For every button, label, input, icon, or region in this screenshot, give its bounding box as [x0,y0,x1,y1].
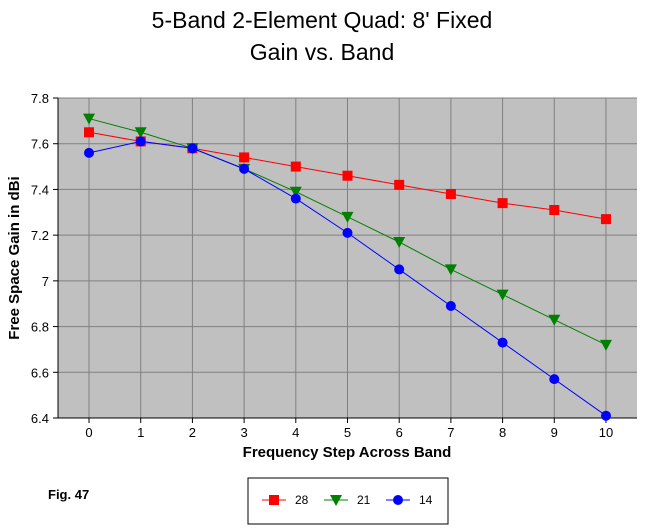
data-point-21 [599,339,612,351]
data-point-28 [445,189,456,199]
y-tick-label: 7.2 [31,228,49,243]
data-point-14 [600,410,611,421]
legend-box [247,477,449,525]
y-tick-label: 6.8 [31,320,49,335]
legend-marker-14 [393,495,403,505]
data-point-21 [341,211,354,223]
data-point-28 [497,198,508,209]
x-tick-label: 1 [137,425,144,440]
figure-label: Fig. 47 [48,487,89,502]
legend-label-21: 21 [357,493,371,507]
y-axis-label: Free Space Gain in dBi [6,176,23,339]
data-point-28 [549,205,560,215]
data-point-28 [600,214,611,225]
data-point-14 [549,374,560,385]
data-point-14 [290,193,301,204]
data-point-28 [342,170,353,181]
data-point-21 [496,289,509,301]
y-tick-label: 6.6 [31,365,49,380]
x-tick-label: 5 [344,425,351,440]
y-tick-label: 7.8 [31,91,49,106]
data-point-21 [289,186,302,198]
data-point-28 [84,127,95,138]
x-tick-label: 2 [189,425,196,440]
data-point-21 [548,314,561,326]
y-tick-label: 7.6 [31,137,49,152]
data-point-21 [83,113,96,125]
x-tick-label: 6 [396,425,403,440]
x-tick-label: 10 [599,425,613,440]
data-point-14 [445,301,456,311]
legend-label-14: 14 [419,493,433,507]
chart-subtitle: Gain vs. Band [250,39,394,65]
data-point-14 [135,136,146,147]
data-point-14 [497,337,508,348]
legend-marker-28 [269,495,279,505]
data-point-14 [187,143,198,154]
data-point-28 [290,161,301,172]
data-point-21 [393,237,406,248]
data-point-21 [444,264,457,276]
x-tick-label: 8 [499,425,506,440]
data-point-28 [394,179,405,190]
legend-marker-21 [330,495,342,506]
legend: 28 21 14 [262,493,433,507]
y-tick-label: 7.4 [31,182,49,197]
data-point-21 [134,127,147,139]
data-point-28 [239,152,250,163]
data-point-14 [394,264,405,275]
series-group [83,113,612,421]
x-tick-label: 7 [447,425,454,440]
legend-label-28: 28 [295,493,309,507]
data-point-14 [84,147,95,158]
x-axis-label: Frequency Step Across Band [243,444,452,461]
axis-ticks: 0 1 2 3 4 5 6 7 8 9 10 6.4 6.6 6.8 7 7.2 7.4 7.6 7.8 [31,91,637,440]
data-point-14 [342,227,353,238]
x-tick-label: 9 [551,425,558,440]
y-tick-label: 6.4 [31,411,49,426]
x-tick-label: 0 [85,425,92,440]
y-tick-label: 7 [42,274,49,289]
chart-title: 5-Band 2-Element Quad: 8' Fixed [152,7,493,33]
x-tick-label: 3 [240,425,247,440]
series-14 [84,136,611,421]
x-tick-label: 4 [292,425,299,440]
data-point-14 [239,163,250,174]
